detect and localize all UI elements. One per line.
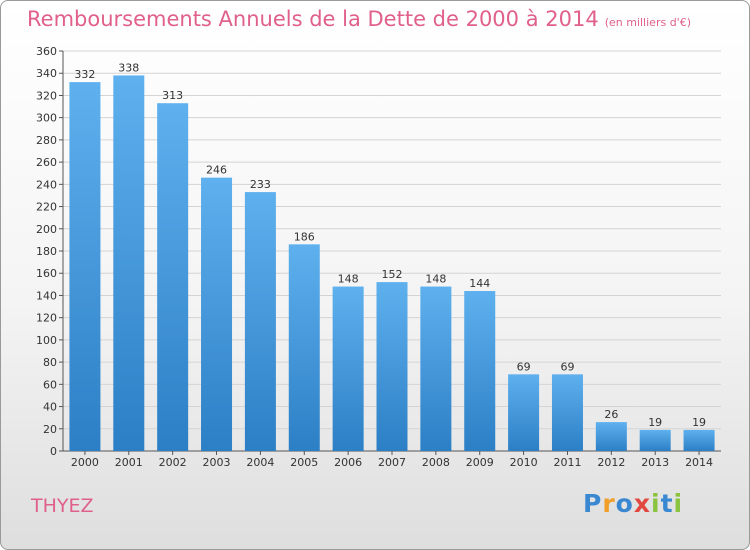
y-tick-label: 80 [43, 356, 57, 369]
bar-value-label: 148 [338, 273, 359, 286]
y-tick-label: 60 [43, 378, 57, 391]
bar [332, 286, 364, 451]
bar-value-label: 69 [560, 360, 574, 373]
bar [464, 291, 496, 451]
x-tick-label: 2001 [115, 456, 143, 469]
x-tick-label: 2009 [466, 456, 494, 469]
bar-value-label: 313 [162, 89, 183, 102]
x-tick-label: 2006 [334, 456, 362, 469]
bar [639, 429, 671, 451]
y-tick-label: 300 [36, 112, 57, 125]
logo-letter: r [602, 489, 616, 518]
y-tick-label: 0 [50, 445, 57, 458]
x-tick-label: 2011 [553, 456, 581, 469]
bar-value-label: 246 [206, 164, 227, 177]
bar [420, 286, 452, 451]
chart-subtitle: (en milliers d'€) [604, 16, 691, 29]
location-name: THYEZ [31, 495, 94, 517]
y-tick-label: 20 [43, 423, 57, 436]
bar-value-label: 69 [517, 360, 531, 373]
y-tick-label: 320 [36, 89, 57, 102]
y-tick-label: 260 [36, 156, 57, 169]
logo-letter: x [633, 489, 651, 518]
bar [376, 282, 408, 451]
bar [244, 192, 276, 451]
bars [69, 75, 715, 451]
bar [157, 103, 189, 451]
x-tick-label: 2008 [422, 456, 450, 469]
bar [201, 177, 233, 451]
y-tick-label: 180 [36, 245, 57, 258]
bar-value-label: 148 [425, 273, 446, 286]
x-tick-label: 2002 [159, 456, 187, 469]
bar [113, 75, 145, 451]
bar-value-label: 26 [604, 408, 618, 421]
bar-value-label: 332 [74, 68, 95, 81]
y-tick-label: 240 [36, 178, 57, 191]
logo-letter: t [660, 489, 674, 518]
bar-value-label: 233 [250, 178, 271, 191]
logo-letter: o [615, 489, 634, 518]
x-tick-label: 2007 [378, 456, 406, 469]
bar [508, 374, 540, 451]
bar-value-label: 144 [469, 277, 490, 290]
bar-value-label: 338 [118, 61, 139, 74]
proxiti-logo: Proxiti [583, 489, 683, 518]
bar [288, 244, 320, 451]
x-tick-label: 2010 [510, 456, 538, 469]
x-tick-label: 2014 [685, 456, 713, 469]
y-tick-label: 100 [36, 334, 57, 347]
x-tick-label: 2012 [597, 456, 625, 469]
logo-letter: i [673, 489, 684, 518]
y-tick-label: 200 [36, 223, 57, 236]
logo-letter: i [651, 489, 661, 518]
x-tick-label: 2005 [290, 456, 318, 469]
y-tick-label: 340 [36, 67, 57, 80]
x-tick-label: 2003 [203, 456, 231, 469]
y-tick-label: 120 [36, 312, 57, 325]
bar [551, 374, 583, 451]
y-tick-label: 280 [36, 134, 57, 147]
bar-value-label: 152 [382, 268, 403, 281]
x-tick-label: 2000 [71, 456, 99, 469]
y-tick-label: 360 [36, 45, 57, 58]
bar-labels: 332 338 313 246 233 186 148 152 148 144 69 69 26 19 19 [74, 61, 706, 428]
y-tick-label: 140 [36, 289, 57, 302]
bar [595, 422, 627, 451]
y-tick-label: 220 [36, 201, 57, 214]
chart-title-text: Remboursements Annuels de la Dette de 20… [27, 7, 599, 31]
bar-value-label: 19 [648, 416, 662, 429]
x-tick-label: 2013 [641, 456, 669, 469]
bar [69, 82, 101, 451]
x-tick-label: 2004 [246, 456, 274, 469]
chart-title: Remboursements Annuels de la Dette de 20… [27, 7, 691, 31]
bar-value-label: 19 [692, 416, 706, 429]
logo-letter: P [583, 489, 603, 518]
y-tick-label: 160 [36, 267, 57, 280]
y-tick-label: 40 [43, 401, 57, 414]
bar-value-label: 186 [294, 230, 315, 243]
bar [683, 429, 715, 451]
